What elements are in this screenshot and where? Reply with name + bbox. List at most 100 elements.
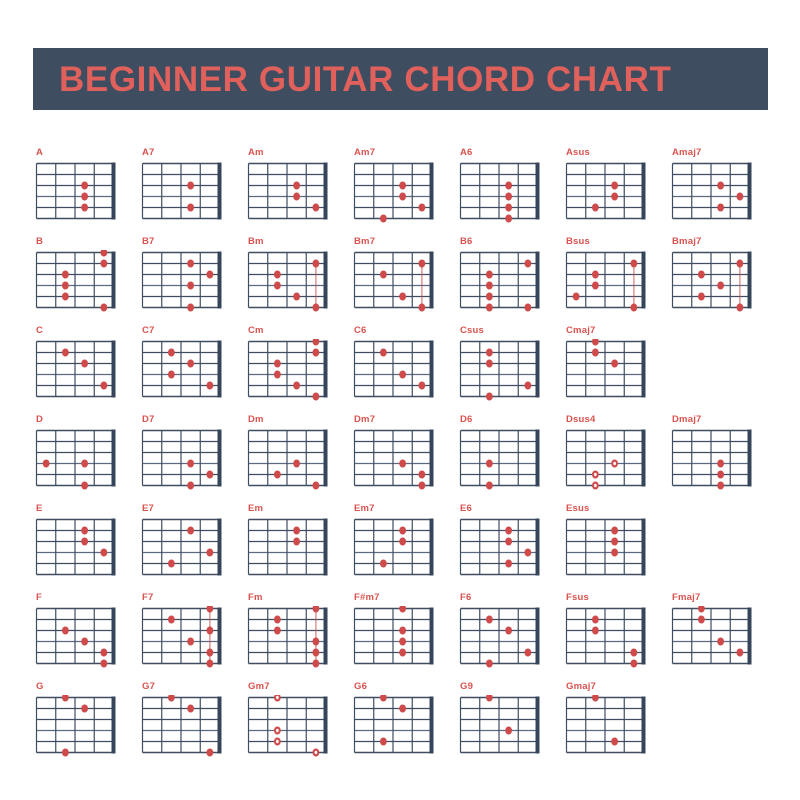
finger-dot xyxy=(206,381,214,390)
chord-cell[interactable]: Dmaj7 xyxy=(669,415,775,504)
finger-dot xyxy=(100,659,108,668)
finger-dot xyxy=(591,626,599,635)
finger-dot xyxy=(485,303,493,312)
finger-dot xyxy=(293,537,301,546)
chord-chart-grid: A A7 Am Am7 A6 Asus Amaj7 B B7 Bm Bm7 B6 Bsus Bmaj7 C C… xyxy=(33,148,775,771)
chord-cell[interactable]: F#m7 xyxy=(351,593,457,682)
chord-cell[interactable]: Amaj7 xyxy=(669,148,775,237)
chord-cell[interactable]: Dsus4 xyxy=(563,415,669,504)
chord-cell[interactable]: Asus xyxy=(563,148,669,237)
chord-cell[interactable]: Bsus xyxy=(563,237,669,326)
chord-diagram xyxy=(141,339,225,401)
chord-cell[interactable]: C7 xyxy=(139,326,245,415)
finger-dot xyxy=(485,281,493,290)
chord-cell[interactable]: Em7 xyxy=(351,504,457,593)
chord-cell[interactable]: B6 xyxy=(457,237,563,326)
chord-diagram xyxy=(353,250,437,312)
finger-dot xyxy=(591,281,599,290)
chord-cell[interactable]: A6 xyxy=(457,148,563,237)
finger-dot xyxy=(418,470,426,479)
chord-label: B xyxy=(36,236,44,247)
chord-cell[interactable]: C6 xyxy=(351,326,457,415)
finger-dot xyxy=(717,203,725,212)
chord-label: Bsus xyxy=(566,236,591,247)
finger-dot xyxy=(399,459,407,468)
chord-cell[interactable]: D7 xyxy=(139,415,245,504)
chord-cell[interactable]: Em xyxy=(245,504,351,593)
chord-cell[interactable]: Esus xyxy=(563,504,669,593)
chord-cell[interactable]: Bm7 xyxy=(351,237,457,326)
finger-dot xyxy=(273,470,281,479)
finger-dot xyxy=(312,659,320,668)
chord-cell[interactable]: F6 xyxy=(457,593,563,682)
finger-dot xyxy=(379,348,387,357)
finger-dot xyxy=(399,626,407,635)
chord-label: Am7 xyxy=(354,147,376,158)
chord-row-a: A A7 Am Am7 A6 Asus Amaj7 xyxy=(33,148,775,237)
chord-cell[interactable]: Csus xyxy=(457,326,563,415)
chord-cell[interactable]: Am xyxy=(245,148,351,237)
finger-dot xyxy=(167,348,175,357)
chord-diagram xyxy=(565,250,649,312)
chord-cell[interactable]: C xyxy=(33,326,139,415)
finger-dot xyxy=(591,615,599,624)
chord-cell[interactable]: F xyxy=(33,593,139,682)
chord-diagram xyxy=(565,606,649,668)
chord-cell[interactable]: Fmaj7 xyxy=(669,593,775,682)
chord-cell[interactable]: G6 xyxy=(351,682,457,771)
chord-cell[interactable]: G9 xyxy=(457,682,563,771)
finger-dot xyxy=(206,606,214,613)
chord-label: Fmaj7 xyxy=(672,592,701,603)
chord-diagram xyxy=(35,428,119,490)
chord-cell[interactable]: Am7 xyxy=(351,148,457,237)
chord-cell[interactable]: Cmaj7 xyxy=(563,326,669,415)
finger-dot xyxy=(611,192,619,201)
chord-cell[interactable]: F7 xyxy=(139,593,245,682)
chord-cell[interactable]: Dm7 xyxy=(351,415,457,504)
chord-cell[interactable]: B xyxy=(33,237,139,326)
chord-cell[interactable]: E7 xyxy=(139,504,245,593)
finger-dot xyxy=(100,250,108,257)
finger-dot xyxy=(293,192,301,201)
finger-dot xyxy=(379,270,387,279)
finger-dot xyxy=(206,648,214,657)
finger-dot xyxy=(206,270,214,279)
finger-dot-center xyxy=(276,739,279,744)
chord-diagram xyxy=(141,606,225,668)
chord-label: Em xyxy=(248,503,264,514)
finger-dot xyxy=(399,370,407,379)
chord-diagram xyxy=(353,695,437,757)
finger-dot xyxy=(505,181,513,190)
chord-cell[interactable]: E xyxy=(33,504,139,593)
finger-dot xyxy=(505,526,513,535)
chord-cell[interactable]: Fm xyxy=(245,593,351,682)
chord-cell[interactable]: Bm xyxy=(245,237,351,326)
chord-cell[interactable]: Dm xyxy=(245,415,351,504)
finger-dot xyxy=(524,381,532,390)
finger-dot xyxy=(505,626,513,635)
chord-cell[interactable]: Fsus xyxy=(563,593,669,682)
chord-label: A6 xyxy=(460,147,473,158)
chord-cell[interactable]: A xyxy=(33,148,139,237)
finger-dot xyxy=(485,659,493,668)
chord-cell[interactable]: Bmaj7 xyxy=(669,237,775,326)
chord-cell[interactable]: G7 xyxy=(139,682,245,771)
chord-cell[interactable]: E6 xyxy=(457,504,563,593)
chord-cell[interactable]: Cm xyxy=(245,326,351,415)
chord-diagram xyxy=(247,606,331,668)
chord-cell[interactable]: Gm7 xyxy=(245,682,351,771)
finger-dot xyxy=(379,214,387,223)
finger-dot xyxy=(591,348,599,357)
chord-cell[interactable]: A7 xyxy=(139,148,245,237)
finger-dot xyxy=(81,481,89,490)
finger-dot-center xyxy=(594,483,597,488)
chord-cell[interactable]: D xyxy=(33,415,139,504)
chord-cell[interactable]: G xyxy=(33,682,139,771)
chord-cell[interactable]: Gmaj7 xyxy=(563,682,669,771)
finger-dot xyxy=(81,637,89,646)
chord-cell[interactable]: B7 xyxy=(139,237,245,326)
finger-dot xyxy=(100,648,108,657)
finger-dot xyxy=(167,370,175,379)
chord-cell[interactable]: D6 xyxy=(457,415,563,504)
finger-dot xyxy=(736,259,744,268)
